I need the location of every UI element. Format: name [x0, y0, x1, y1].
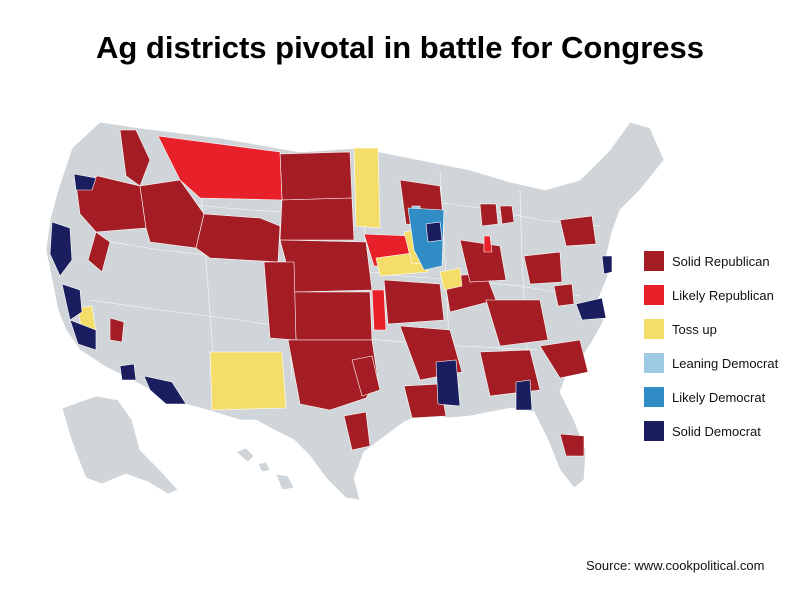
legend-swatch-likely-democrat [644, 387, 664, 407]
legend-item-leaning-democrat: Leaning Democrat [644, 346, 794, 380]
legend-label: Likely Republican [672, 287, 774, 303]
hawaii [235, 447, 295, 491]
legend-swatch-solid-republican [644, 251, 664, 271]
legend-label: Leaning Democrat [672, 355, 779, 371]
toss-up-districts [77, 147, 463, 411]
legend-label: Likely Democrat [672, 389, 766, 405]
legend-item-likely-democrat: Likely Democrat [644, 380, 794, 414]
source-credit: Source: www.cookpolitical.com [586, 558, 765, 573]
legend-item-likely-republican: Likely Republican [644, 278, 794, 312]
solid-republican-districts [75, 129, 597, 457]
legend: Solid Republican Likely Republican Toss … [644, 244, 794, 448]
alaska [61, 395, 179, 495]
legend-item-solid-democrat: Solid Democrat [644, 414, 794, 448]
legend-item-solid-republican: Solid Republican [644, 244, 794, 278]
legend-swatch-likely-republican [644, 285, 664, 305]
legend-swatch-leaning-democrat [644, 353, 664, 373]
legend-item-toss-up: Toss up [644, 312, 794, 346]
legend-swatch-toss-up [644, 319, 664, 339]
solid-democrat-districts [49, 173, 613, 411]
legend-swatch-solid-democrat [644, 421, 664, 441]
legend-label: Toss up [672, 321, 717, 337]
legend-label: Solid Democrat [672, 423, 761, 439]
legend-label: Solid Republican [672, 253, 770, 269]
map-title: Ag districts pivotal in battle for Congr… [95, 30, 705, 65]
